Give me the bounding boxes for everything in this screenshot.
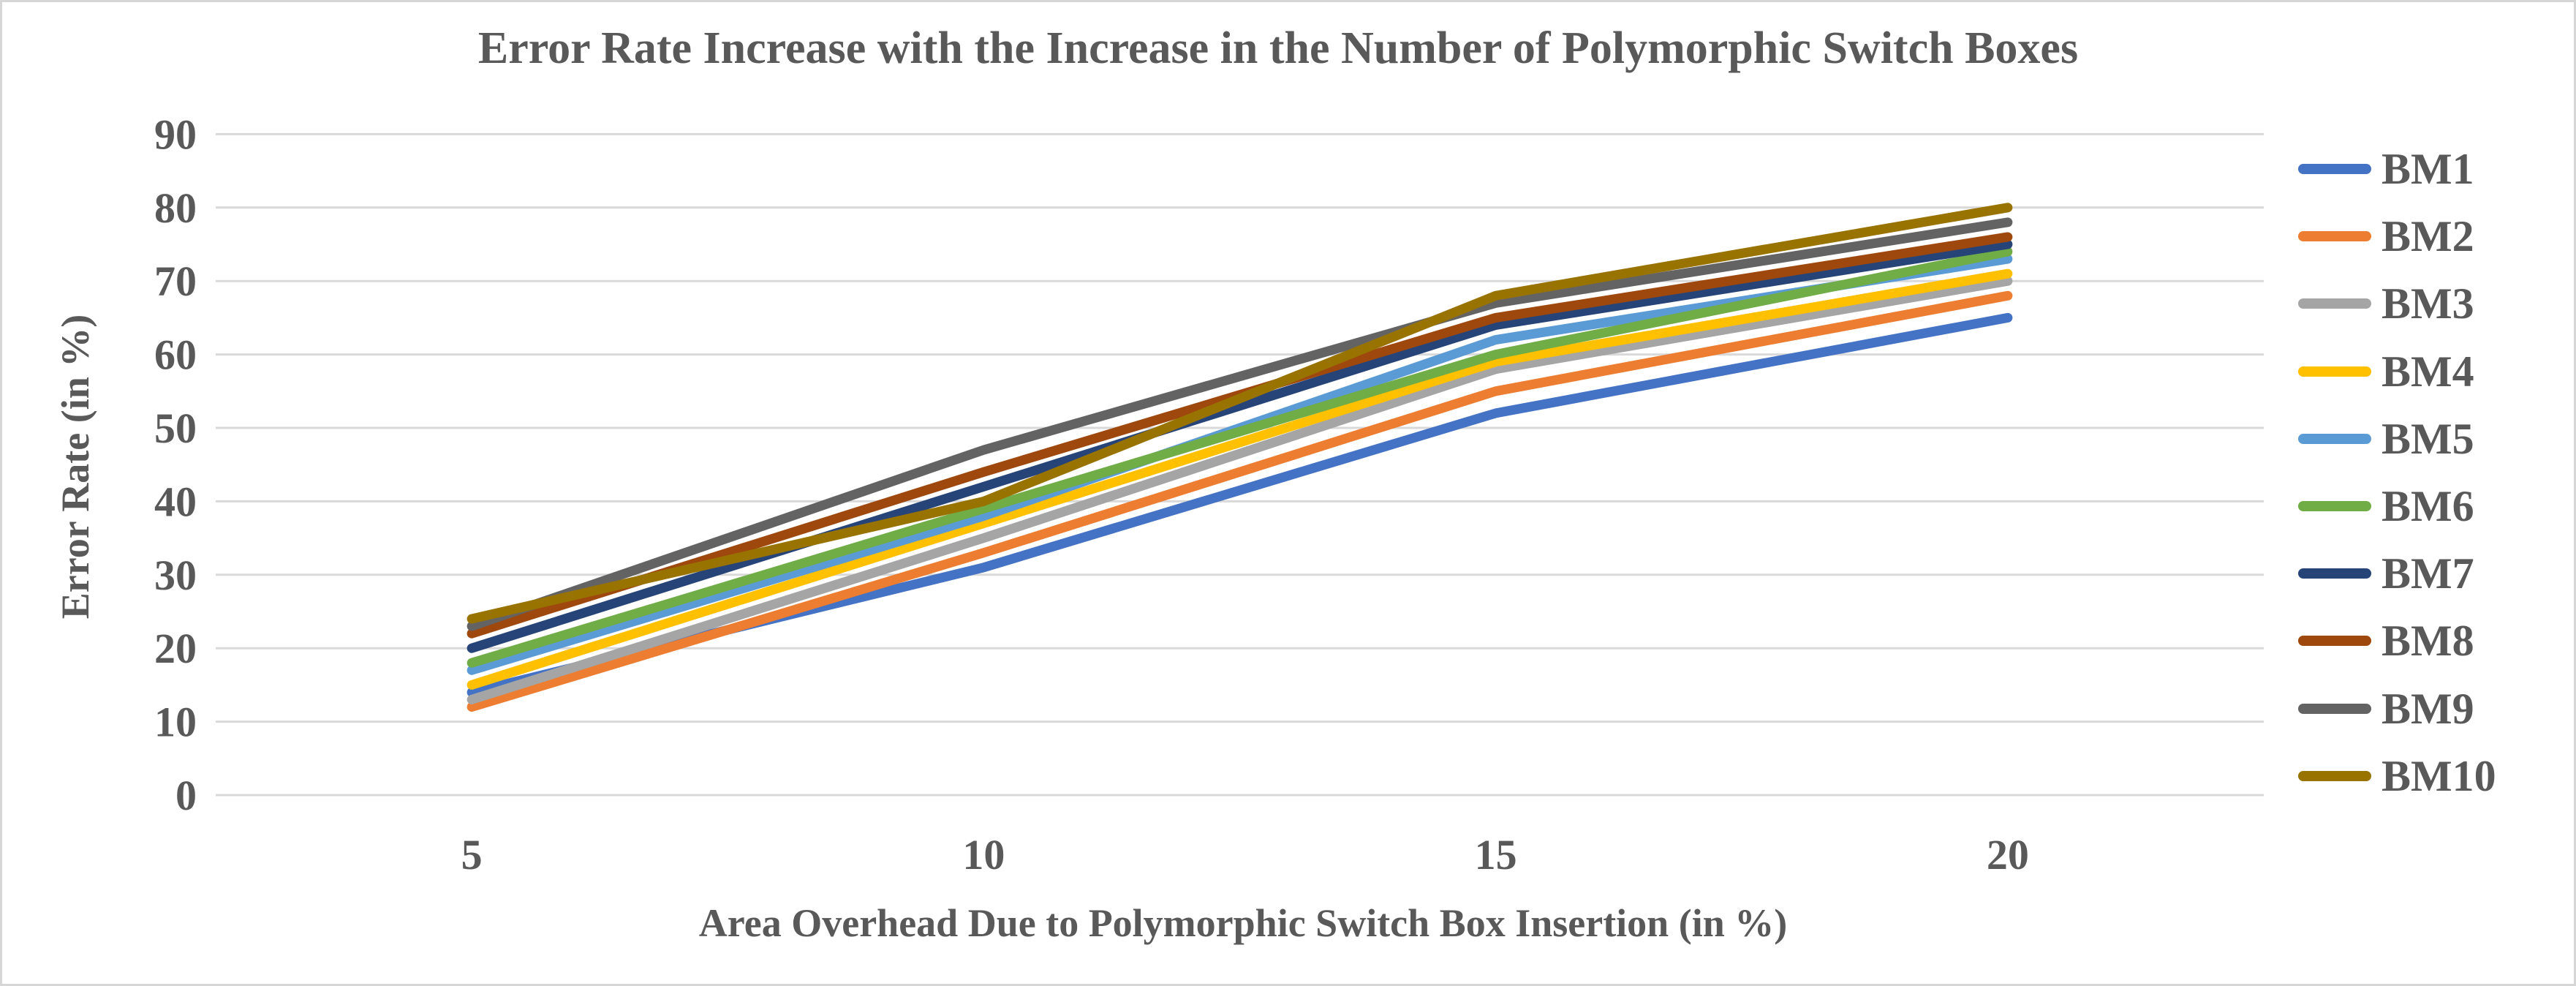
legend-swatch <box>2298 703 2371 714</box>
legend-item-BM6: BM6 <box>2298 473 2474 540</box>
series-line-BM7 <box>467 239 2013 653</box>
x-tick-label: 20 <box>1987 831 2029 878</box>
series-line-BM9 <box>467 217 2013 631</box>
y-tick-label: 10 <box>154 699 197 746</box>
legend-swatch <box>2298 433 2371 444</box>
legend-swatch <box>2298 231 2371 242</box>
y-tick-label: 70 <box>154 257 197 305</box>
y-tick-label: 20 <box>154 625 197 672</box>
y-tick-label: 50 <box>154 404 197 452</box>
y-tick-label: 40 <box>154 478 197 525</box>
legend-swatch <box>2298 636 2371 647</box>
legend-label: BM10 <box>2382 751 2496 800</box>
series-line-BM10 <box>467 203 2013 624</box>
x-tick-label: 15 <box>1475 831 1517 878</box>
y-tick-label: 0 <box>175 772 197 819</box>
legend-label: BM9 <box>2382 684 2474 733</box>
chart-title: Error Rate Increase with the Increase in… <box>477 23 2079 73</box>
legend-label: BM2 <box>2382 212 2474 261</box>
legend-label: BM7 <box>2382 549 2474 598</box>
series-line-BM4 <box>467 268 2013 690</box>
x-tick-label: 5 <box>461 831 483 878</box>
x-tick-label: 10 <box>962 831 1005 878</box>
legend-item-BM9: BM9 <box>2298 675 2474 742</box>
legend: BM1 BM2 BM3 BM4 BM5 BM6 BM7 BM8 BM9 BM10 <box>2289 2 2574 984</box>
legend-label: BM1 <box>2382 145 2474 193</box>
legend-swatch <box>2298 298 2371 309</box>
legend-swatch <box>2298 366 2371 377</box>
series-line-BM2 <box>467 290 2013 712</box>
legend-swatch <box>2298 770 2371 781</box>
y-tick-label: 30 <box>154 552 197 599</box>
legend-item-BM8: BM8 <box>2298 607 2474 674</box>
x-axis-title: Area Overhead Due to Polymorphic Switch … <box>698 901 1788 945</box>
legend-label: BM3 <box>2382 279 2474 328</box>
legend-item-BM2: BM2 <box>2298 203 2474 270</box>
legend-item-BM1: BM1 <box>2298 135 2474 203</box>
y-tick-label: 60 <box>154 331 197 379</box>
legend-swatch <box>2298 501 2371 511</box>
y-tick-label: 90 <box>154 110 197 158</box>
legend-swatch <box>2298 568 2371 579</box>
legend-item-BM10: BM10 <box>2298 742 2496 810</box>
legend-item-BM7: BM7 <box>2298 540 2474 607</box>
series-line-BM3 <box>467 276 2013 704</box>
legend-item-BM4: BM4 <box>2298 338 2474 405</box>
series-line-BM6 <box>467 246 2013 668</box>
legend-label: BM6 <box>2382 482 2474 530</box>
legend-label: BM5 <box>2382 414 2474 463</box>
legend-item-BM3: BM3 <box>2298 270 2474 337</box>
y-tick-label: 80 <box>154 184 197 232</box>
legend-label: BM4 <box>2382 347 2474 396</box>
legend-swatch <box>2298 164 2371 174</box>
legend-item-BM5: BM5 <box>2298 405 2474 473</box>
legend-label: BM8 <box>2382 617 2474 666</box>
